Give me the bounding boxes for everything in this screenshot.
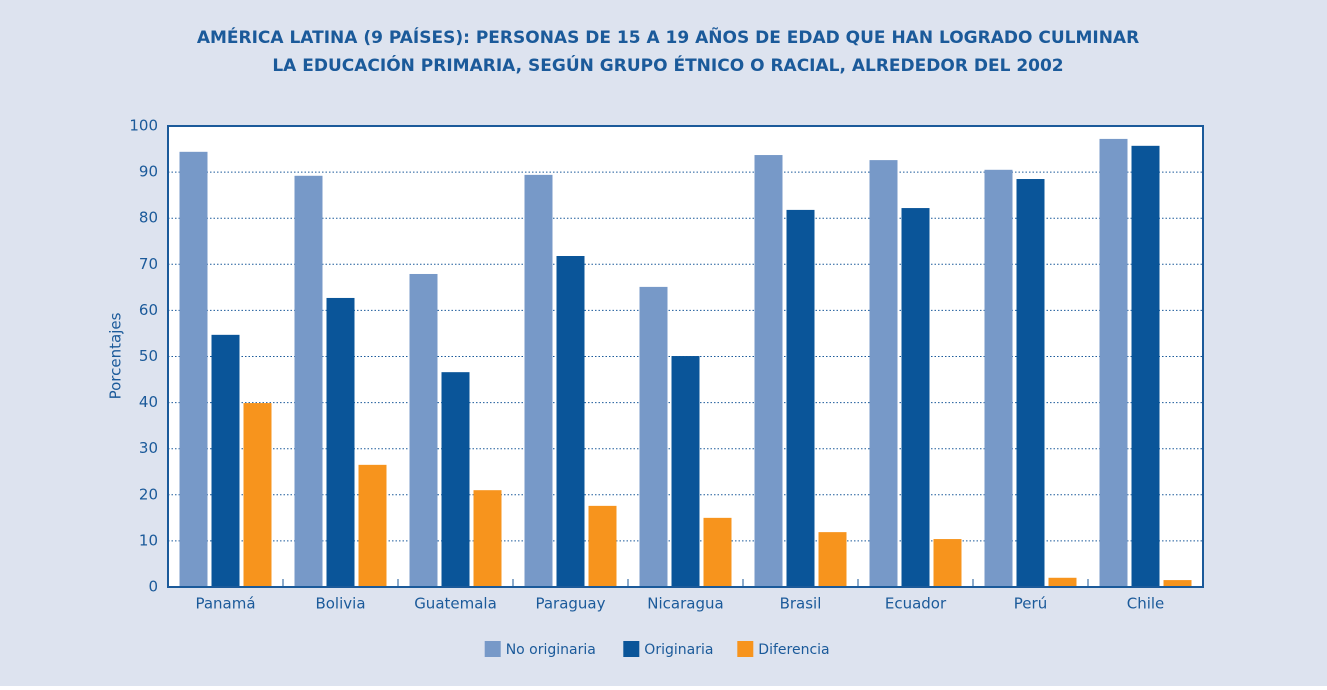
chart-title: AMÉRICA LATINA (9 PAÍSES): PERSONAS DE 1… <box>197 25 1139 48</box>
y-tick-label: 10 <box>139 531 158 549</box>
bar <box>588 505 617 587</box>
bar <box>639 286 668 587</box>
plot-border <box>167 125 1204 588</box>
bar <box>211 334 240 587</box>
bar <box>1163 580 1192 587</box>
bar <box>818 532 847 587</box>
y-tick-label: 60 <box>139 301 158 319</box>
x-tick-label: Chile <box>1127 595 1165 613</box>
bar <box>984 169 1013 588</box>
legend-label: Originaria <box>644 642 713 658</box>
legend-swatch <box>623 641 640 657</box>
y-tick-label: 50 <box>139 347 158 365</box>
bar <box>326 297 355 587</box>
bar <box>524 174 553 587</box>
bar <box>1048 577 1077 587</box>
x-tick-label: Paraguay <box>535 595 605 613</box>
bar <box>441 372 470 587</box>
x-tick-label: Brasil <box>780 595 822 613</box>
bar <box>1131 145 1160 587</box>
y-tick-label: 40 <box>139 393 158 411</box>
x-tick-label: Perú <box>1014 595 1047 613</box>
y-tick-label: 70 <box>139 255 158 273</box>
bar <box>179 151 208 588</box>
legend-label: Diferencia <box>758 642 829 658</box>
legend-swatch <box>737 641 754 657</box>
x-tick-label: Guatemala <box>414 595 497 613</box>
bar <box>556 256 585 587</box>
bar <box>933 539 962 587</box>
bar <box>409 273 438 587</box>
bar <box>786 209 815 588</box>
y-tick-label: 20 <box>139 485 158 503</box>
bar <box>703 517 732 587</box>
x-tick-label: Nicaragua <box>647 595 723 613</box>
bar <box>671 356 700 587</box>
bar <box>1099 138 1128 587</box>
bar <box>1016 179 1045 587</box>
bar <box>243 403 272 587</box>
y-tick-label: 80 <box>139 209 158 227</box>
legend-swatch <box>484 641 501 657</box>
bar <box>754 155 783 587</box>
x-tick-label: Bolivia <box>315 595 365 613</box>
bar <box>358 464 387 587</box>
x-tick-label: Panamá <box>195 595 255 613</box>
y-tick-label: 30 <box>139 439 158 457</box>
bar <box>901 208 930 588</box>
y-tick-label: 100 <box>129 117 158 135</box>
y-axis-label: Porcentajes <box>107 312 125 399</box>
y-tick-label: 90 <box>139 163 158 181</box>
chart-subtitle: LA EDUCACIÓN PRIMARIA, SEGÚN GRUPO ÉTNIC… <box>272 54 1063 76</box>
bar <box>294 175 323 587</box>
bar <box>869 160 898 587</box>
x-tick-label: Ecuador <box>885 595 947 613</box>
y-tick-label: 0 <box>148 578 158 596</box>
bar <box>473 490 502 587</box>
legend-label: No originaria <box>506 642 596 658</box>
